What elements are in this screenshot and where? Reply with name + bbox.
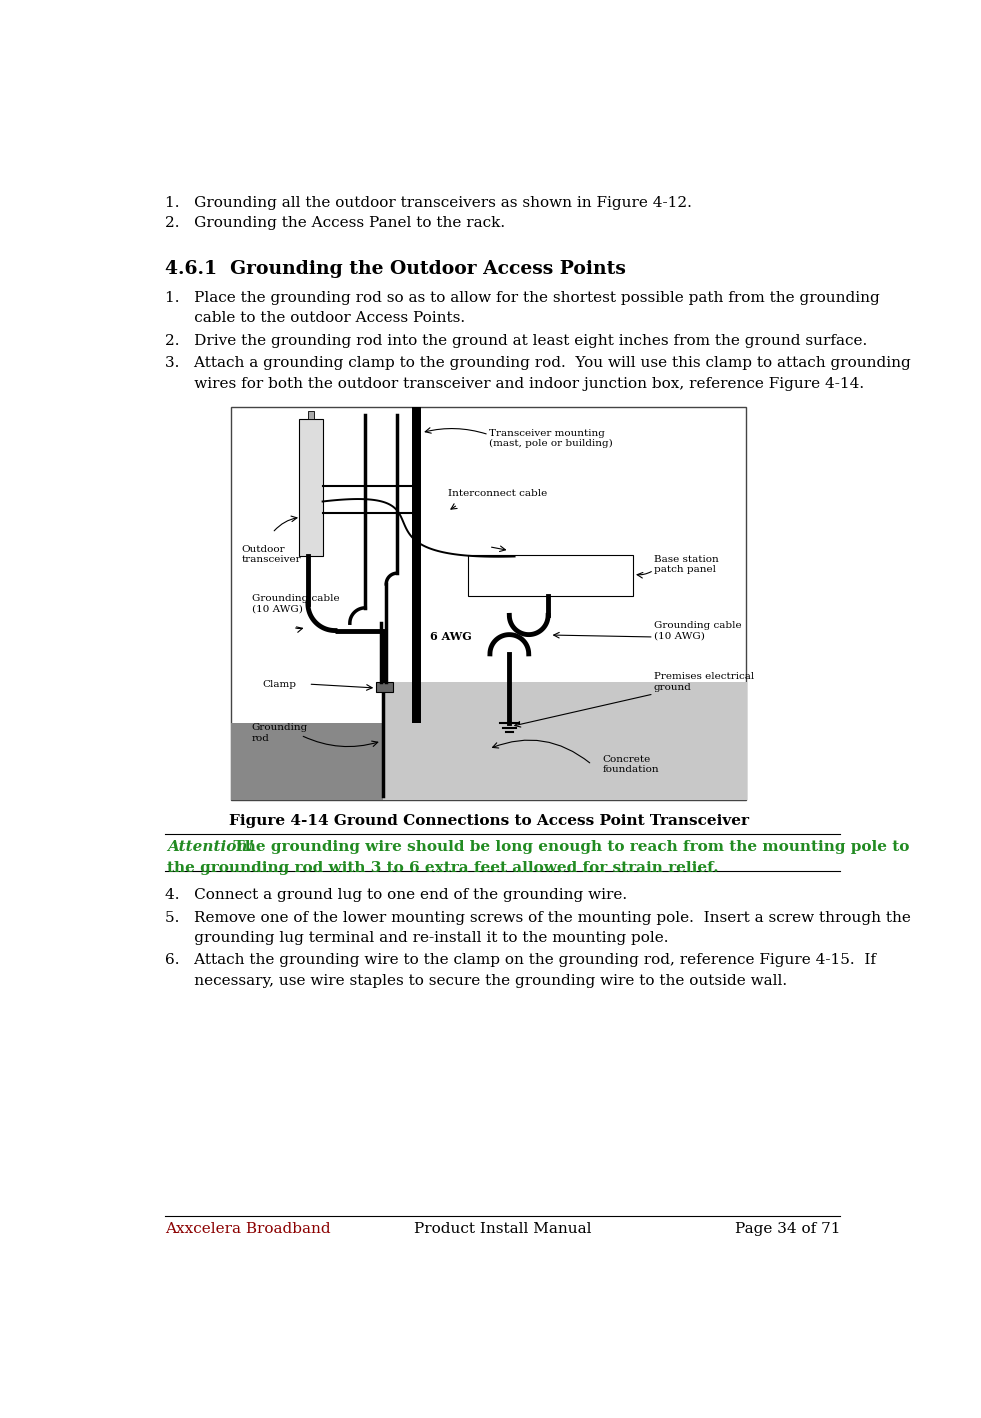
- Text: Grounding cable
(10 AWG): Grounding cable (10 AWG): [252, 594, 339, 614]
- Text: 3.   Attach a grounding clamp to the grounding rod.  You will use this clamp to : 3. Attach a grounding clamp to the groun…: [165, 356, 911, 370]
- Text: 1.   Place the grounding rod so as to allow for the shortest possible path from : 1. Place the grounding rod so as to allo…: [165, 291, 880, 305]
- Text: Attention!: Attention!: [167, 839, 254, 854]
- Text: Product Install Manual: Product Install Manual: [414, 1222, 592, 1236]
- Bar: [308, 411, 314, 420]
- Bar: [468, 554, 633, 596]
- Text: cable to the outdoor Access Points.: cable to the outdoor Access Points.: [165, 312, 465, 325]
- Text: Grounding cable
(10 AWG): Grounding cable (10 AWG): [653, 621, 742, 641]
- Text: 1.   Grounding all the outdoor transceivers as shown in Figure 4-12.: 1. Grounding all the outdoor transceiver…: [165, 196, 693, 210]
- Bar: [412, 407, 421, 723]
- Text: wires for both the outdoor transceiver and indoor junction box, reference Figure: wires for both the outdoor transceiver a…: [165, 377, 864, 390]
- Text: 6.   Attach the grounding wire to the clamp on the grounding rod, reference Figu: 6. Attach the grounding wire to the clam…: [165, 953, 876, 967]
- Bar: [384, 682, 747, 800]
- Text: Concrete
foundation: Concrete foundation: [602, 754, 659, 774]
- Text: Base station
patch panel: Base station patch panel: [653, 554, 718, 574]
- Text: Axxcelera Broadband: Axxcelera Broadband: [165, 1222, 331, 1236]
- Text: Interconnect cable: Interconnect cable: [447, 489, 546, 498]
- Text: 2.   Grounding the Access Panel to the rack.: 2. Grounding the Access Panel to the rac…: [165, 216, 505, 230]
- Text: Grounding
rod: Grounding rod: [252, 723, 308, 743]
- Text: the grounding rod with 3 to 6 extra feet allowed for strain relief.: the grounding rod with 3 to 6 extra feet…: [167, 861, 718, 875]
- Bar: [299, 420, 323, 556]
- Text: Clamp: Clamp: [262, 679, 296, 689]
- Text: Transceiver mounting
(mast, pole or building): Transceiver mounting (mast, pole or buil…: [489, 428, 612, 448]
- Text: Page 34 of 71: Page 34 of 71: [735, 1222, 841, 1236]
- Text: 4.   Connect a ground lug to one end of the grounding wire.: 4. Connect a ground lug to one end of th…: [165, 888, 628, 902]
- Text: 6 AWG: 6 AWG: [430, 631, 471, 642]
- Bar: [232, 407, 747, 800]
- Bar: [232, 723, 401, 800]
- Text: 2.   Drive the grounding rod into the ground at least eight inches from the grou: 2. Drive the grounding rod into the grou…: [165, 333, 867, 347]
- Text: 4.6.1  Grounding the Outdoor Access Points: 4.6.1 Grounding the Outdoor Access Point…: [165, 261, 626, 278]
- Text: Figure 4-14 Ground Connections to Access Point Transceiver: Figure 4-14 Ground Connections to Access…: [229, 814, 749, 828]
- Text: The grounding wire should be long enough to reach from the mounting pole to: The grounding wire should be long enough…: [223, 839, 909, 854]
- Text: 5.   Remove one of the lower mounting screws of the mounting pole.  Insert a scr: 5. Remove one of the lower mounting scre…: [165, 910, 911, 925]
- Text: grounding lug terminal and re-install it to the mounting pole.: grounding lug terminal and re-install it…: [165, 932, 669, 944]
- Text: Premises electrical
ground: Premises electrical ground: [653, 672, 754, 692]
- Text: necessary, use wire staples to secure the grounding wire to the outside wall.: necessary, use wire staples to secure th…: [165, 974, 788, 988]
- Bar: [376, 682, 393, 692]
- Text: Outdoor
transceiver: Outdoor transceiver: [241, 545, 301, 564]
